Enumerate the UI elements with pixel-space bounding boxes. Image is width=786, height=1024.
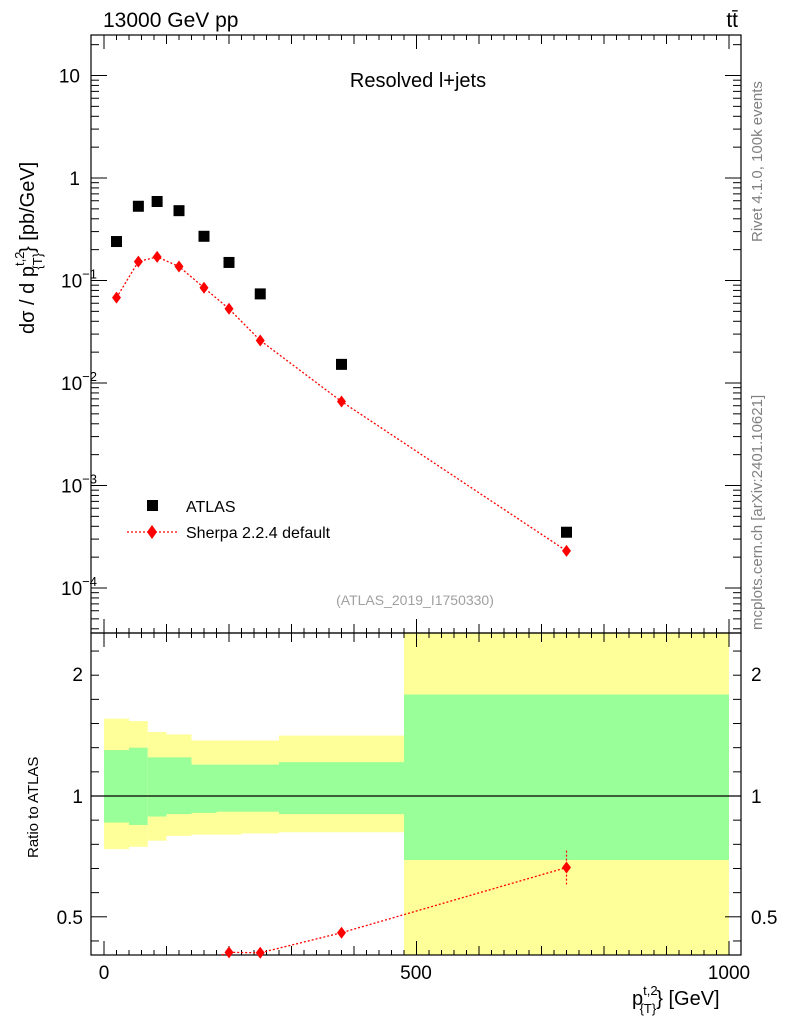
- sherpa-point-7: [337, 395, 346, 408]
- ytick-label-1: 1: [69, 169, 80, 190]
- ytick-exponent: −2: [82, 369, 97, 384]
- atlas-point-8: [561, 526, 572, 538]
- axis-ticks: [91, 35, 741, 955]
- ratio-panel-frame: [90, 632, 742, 956]
- ratio-sherpa-point-7: [337, 926, 346, 939]
- panel-frames: [90, 34, 742, 956]
- atlas-point-0: [111, 236, 122, 248]
- ytick-exponent: −1: [82, 267, 97, 282]
- ratio-band-inner-5: [216, 764, 242, 812]
- ratio-ytick-left-2: 2: [72, 665, 83, 686]
- ytick-exponent: −4: [82, 574, 97, 589]
- ytick-label-0: 10: [59, 67, 80, 88]
- ytick-label-3: 10−2: [61, 369, 97, 395]
- ratio-ytick-right-2: 2: [751, 665, 762, 686]
- ratio-band-inner-2: [147, 757, 167, 817]
- x-axis-label: pt,2 {T}} [GeV]: [632, 983, 720, 1016]
- ylabel-main: dσ / d p: [17, 266, 39, 334]
- sherpa-point-2: [152, 250, 162, 263]
- sherpa-point-5: [224, 302, 234, 315]
- ytick-mantissa: 10: [61, 579, 82, 600]
- main-panel-frame: [90, 34, 742, 634]
- atlas-series: [111, 195, 572, 538]
- ratio-sherpa-point-8: [562, 861, 571, 874]
- rivet-version-label: Rivet 4.1.0, 100k events: [749, 81, 766, 242]
- ratio-ytick-right-1: 1: [751, 787, 762, 808]
- ratio-band-inner-8: [404, 694, 729, 861]
- xtick-500: 500: [400, 963, 432, 984]
- ratio-band-inner-7: [279, 762, 404, 815]
- xlabel-unit: } [GeV]: [656, 988, 719, 1010]
- atlas-point-7: [336, 358, 347, 370]
- sherpa-point-8: [562, 544, 571, 557]
- ylabel-unit: } [pb/GeV]: [17, 162, 39, 253]
- ratio-band-inner-0: [104, 750, 129, 823]
- ratio-band-inner-1: [129, 747, 148, 825]
- sherpa-point-4: [199, 281, 209, 294]
- sherpa-point-1: [133, 255, 143, 268]
- ratio-sherpa-point-6: [255, 946, 265, 959]
- ytick-exponent: −3: [82, 472, 97, 487]
- sherpa-point-3: [174, 260, 184, 273]
- xtick-1000: 1000: [708, 963, 750, 984]
- xlabel-sup: t,2: [643, 983, 657, 998]
- atlas-point-3: [173, 205, 185, 217]
- legend-sherpa-label: Sherpa 2.2.4 default: [186, 525, 331, 542]
- atlas-point-4: [198, 230, 210, 242]
- ratio-band-inner-3: [166, 757, 192, 815]
- sherpa-point-0: [112, 291, 121, 304]
- xlabel-main: p: [632, 988, 643, 1010]
- sherpa-series: [112, 250, 571, 557]
- ylabel-sup: t,2: [12, 252, 27, 266]
- plot-title: Resolved l+jets: [350, 70, 486, 92]
- ytick-label-5: 10−4: [61, 574, 97, 600]
- atlas-point-1: [132, 200, 144, 212]
- ratio-ytick-left-1: 1: [72, 787, 83, 808]
- ytick-mantissa: 1: [69, 169, 80, 190]
- ytick-mantissa: 10: [61, 477, 82, 498]
- atlas-point-2: [151, 195, 163, 207]
- ytick-mantissa: 10: [61, 272, 82, 293]
- ratio-y-axis-label: Ratio to ATLAS: [25, 757, 42, 858]
- ytick-label-2: 10−1: [61, 267, 97, 293]
- ratio-ytick-left-0.5: 0.5: [57, 908, 83, 929]
- ytick-mantissa: 10: [59, 67, 80, 88]
- xtick-0: 0: [99, 963, 110, 984]
- analysis-watermark: (ATLAS_2019_I1750330): [336, 592, 494, 608]
- xlabel-sub: {T}: [640, 1001, 657, 1016]
- ratio-sherpa-series: [221, 850, 571, 959]
- ratio-band-inner-4: [191, 764, 217, 813]
- sherpa-point-6: [255, 334, 265, 347]
- mcplots-source-label: mcplots.cern.ch [arXiv:2401.10621]: [749, 395, 766, 630]
- atlas-point-5: [223, 256, 235, 268]
- legend-atlas-marker: [147, 500, 158, 511]
- legend: ATLAS Sherpa 2.2.4 default: [127, 499, 331, 542]
- main-y-axis-label: dσ / d pt,2 {T}} [pb/GeV]: [12, 162, 45, 334]
- ytick-mantissa: 10: [61, 374, 82, 395]
- ratio-sherpa-point-5: [224, 946, 234, 959]
- sherpa-line: [115, 256, 567, 552]
- ylabel-sub: {T}: [30, 252, 45, 269]
- energy-label: 13000 GeV pp: [103, 9, 238, 32]
- ytick-label-4: 10−3: [61, 472, 97, 498]
- ratio-bands: [104, 633, 729, 955]
- ratio-band-inner-6: [241, 764, 279, 812]
- legend-sherpa-marker: [147, 525, 157, 539]
- process-label: tt̄: [726, 9, 738, 32]
- legend-atlas-label: ATLAS: [186, 499, 236, 516]
- atlas-point-6: [254, 288, 266, 300]
- ratio-ytick-right-0.5: 0.5: [751, 908, 777, 929]
